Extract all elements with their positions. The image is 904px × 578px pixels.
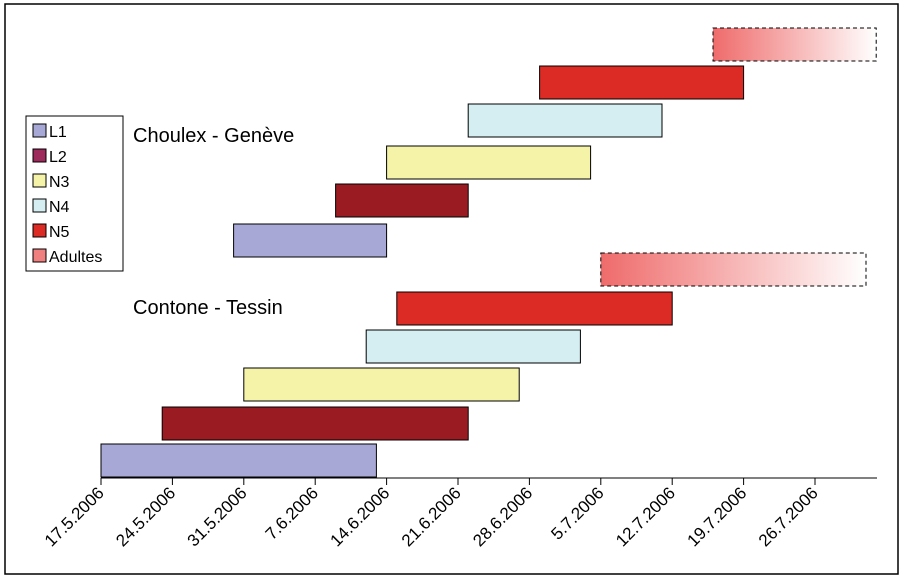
bar-choulex-n4 [467,103,663,138]
group-labels: Choulex - Genève Contone - Tessin [133,125,294,319]
bar-contone-l2 [161,406,469,441]
x-tick-label: 26.7.2006 [755,483,822,550]
x-tick-label: 31.5.2006 [184,483,251,550]
bars-layer [100,27,877,478]
legend-swatch-l2 [32,148,47,163]
legend-label: Adultes [49,249,102,266]
bar-contone-n4 [365,329,581,364]
bar-choulex-l1 [233,223,388,258]
chart-frame [4,3,899,575]
legend-swatch-n5 [32,223,47,238]
x-tick-label: 7.6.2006 [262,483,322,543]
legend-swatch-n3 [32,173,47,188]
legend-swatch-l1 [32,123,47,138]
bar-contone-n3 [243,367,520,402]
group-label: Choulex - Genève [133,125,294,147]
legend-swatch-adultes [32,248,47,263]
legend-label: N3 [49,174,70,191]
x-tick-label: 19.7.2006 [684,483,751,550]
x-tick-label: 28.6.2006 [469,483,536,550]
group-label: Contone - Tessin [133,297,283,319]
legend-label: L2 [49,149,67,166]
legend-label: N5 [49,224,70,241]
legend: L1 L2 N3 N4 N5 Adultes [25,115,124,272]
x-axis-ticks: 17.5.2006 24.5.2006 31.5.2006 7.6.2006 14.6.… [41,478,822,550]
bar-choulex-adultes [712,27,877,62]
x-tick-label: 17.5.2006 [41,483,108,550]
legend-box [25,115,124,272]
x-tick-label: 14.6.2006 [327,483,394,550]
bar-contone-n5 [396,291,673,326]
bar-choulex-n5 [539,65,745,100]
legend-label: L1 [49,124,67,141]
x-tick-label: 12.7.2006 [612,483,679,550]
bar-choulex-n3 [386,145,592,180]
bar-contone-adultes [600,252,867,287]
x-tick-label: 5.7.2006 [547,483,607,543]
legend-swatch-n4 [32,198,47,213]
bar-contone-l1 [100,443,377,478]
x-tick-label: 21.6.2006 [398,483,465,550]
x-tick-label: 24.5.2006 [112,483,179,550]
bar-choulex-l2 [335,183,469,218]
legend-label: N4 [49,199,70,216]
